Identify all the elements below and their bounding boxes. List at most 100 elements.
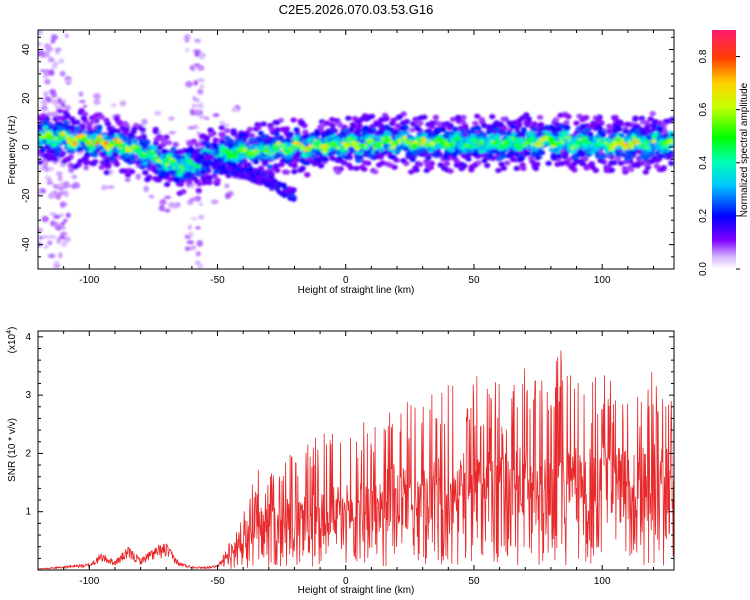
heatmap-cell [187,224,192,230]
heatmap-cell [652,131,659,137]
heatmap-cell [341,141,347,146]
heatmap-cell [103,117,110,123]
heatmap-cell [190,109,195,116]
heatmap-cell [552,116,560,123]
heatmap-cell [378,117,385,123]
heatmap-cell [71,119,78,125]
heatmap-cell [348,126,355,132]
heatmap-cell [595,119,603,125]
heatmap-cell [120,153,127,159]
heatmap-cell [112,152,119,158]
heatmap-cell [285,154,291,160]
heatmap-cell [242,147,248,152]
heatmap-cell [403,118,411,125]
heatmap-cell [351,140,357,145]
heatmap-cell [122,135,129,141]
heatmap-cell [38,235,44,240]
heatmap-cell [186,240,194,245]
heatmap-cell [183,34,191,41]
heatmap-cell [510,131,517,137]
heatmap-cell [516,122,523,128]
heatmap-cell [59,234,66,240]
heatmap-cell [486,130,493,135]
heatmap-cell [618,141,624,146]
heatmap-cell [233,139,240,145]
heatmap-cell [306,138,313,143]
heatmap-cell [160,162,167,167]
heatmap-cell [255,124,262,130]
heatmap-cell [598,138,605,143]
heatmap-cell [224,183,230,189]
heatmap-cell [58,252,63,259]
heatmap-cell [193,109,201,116]
heatmap-cell [393,140,399,145]
heatmap-cell [421,137,427,142]
heatmap-cell [43,245,49,249]
heatmap-cell [412,140,418,145]
heatmap-cell [624,156,631,162]
heatmap-cell [493,120,501,126]
heatmap-cell [518,145,525,150]
heatmap-cell [131,126,138,132]
heatmap-cell [455,114,462,120]
heatmap-cell [649,111,656,117]
heatmap-cell [178,164,184,169]
heatmap-cell [374,154,381,160]
heatmap-cell [537,121,545,128]
heatmap-cell [273,145,279,150]
heatmap-cell [279,126,286,133]
heatmap-cell [356,158,363,163]
heatmap-cell [651,135,657,140]
heatmap-cell [632,116,639,122]
heatmap-cell [554,161,561,167]
heatmap-cell [639,119,647,125]
heatmap-cell [101,134,108,139]
heatmap-cell [103,169,110,176]
heatmap-cell [172,141,179,148]
heatmap-cell [97,134,103,139]
heatmap-cell [66,139,72,144]
heatmap-cell [555,153,562,159]
heatmap-cell [578,125,585,131]
heatmap-cell [423,143,429,148]
heatmap-cell [600,154,607,160]
heatmap-cell [299,145,306,150]
heatmap-cell [65,212,71,218]
heatmap-cell [93,99,101,105]
heatmap-cell [656,135,663,140]
heatmap-cell [197,78,205,83]
heatmap-cell [367,153,374,158]
heatmap-cell [434,130,441,136]
heatmap-cell [42,125,49,130]
heatmap-cell [78,91,84,97]
heatmap-cell [190,245,197,251]
heatmap-cell [500,165,508,171]
heatmap-cell [441,165,448,171]
heatmap-cell [417,115,425,121]
heatmap-cell [459,128,466,134]
heatmap-cell [273,119,281,126]
heatmap-cell [453,158,460,164]
heatmap-cell [268,171,275,177]
heatmap-cell [428,123,435,130]
heatmap-cell [152,156,159,161]
heatmap-cell [159,172,166,177]
heatmap-cell [44,79,51,85]
heatmap-cell [53,61,59,66]
heatmap-cell [48,69,55,76]
heatmap-cell [614,124,621,130]
heatmap-cell [436,136,442,141]
heatmap-cell [449,116,457,122]
heatmap-cell [49,88,56,95]
heatmap-cell [56,105,63,109]
heatmap-cell [224,192,232,200]
heatmap-cell [347,146,354,151]
heatmap-cell [329,155,336,162]
heatmap-cell [58,58,65,64]
heatmap-cell [187,126,196,130]
heatmap-cell [92,133,98,138]
heatmap-cell [475,126,482,132]
heatmap-cell [537,139,543,144]
heatmap-cell [282,147,288,152]
